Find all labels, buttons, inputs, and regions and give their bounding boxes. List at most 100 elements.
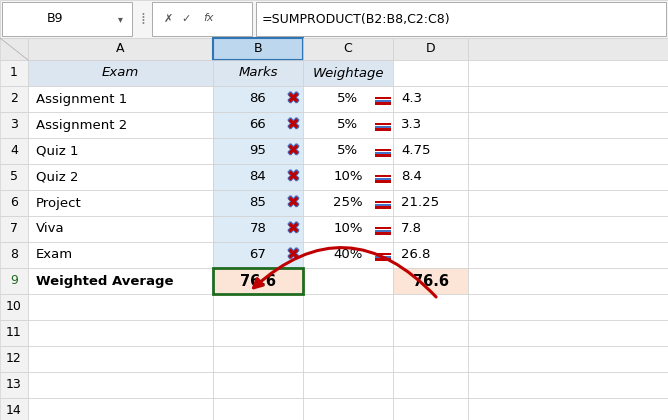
Bar [393, 320, 468, 346]
Text: Assignment 2: Assignment 2 [36, 118, 127, 131]
Text: B: B [254, 42, 263, 55]
Bar [468, 294, 668, 320]
Bar [375, 175, 391, 177]
Bar [28, 372, 213, 398]
Text: 10%: 10% [333, 223, 363, 236]
Bar [213, 398, 303, 420]
Bar [303, 372, 393, 398]
Bar [468, 38, 668, 60]
Bar [0, 60, 28, 86]
Bar [393, 398, 468, 420]
Text: ✖: ✖ [287, 246, 301, 263]
Text: Viva: Viva [36, 223, 65, 236]
Bar [393, 164, 468, 190]
Bar [468, 60, 668, 86]
Text: 3: 3 [10, 118, 18, 131]
Text: 4.3: 4.3 [401, 92, 422, 105]
Bar [303, 320, 393, 346]
Bar [0, 138, 28, 164]
Bar [303, 294, 393, 320]
Bar [468, 138, 668, 164]
Bar [468, 372, 668, 398]
Text: ✖: ✖ [287, 220, 301, 239]
Text: =SUMPRODUCT(B2:B8,C2:C8): =SUMPRODUCT(B2:B8,C2:C8) [262, 13, 451, 26]
Text: 1: 1 [10, 66, 18, 79]
Bar [0, 86, 28, 112]
Bar [303, 138, 393, 164]
Text: ✖: ✖ [287, 90, 301, 108]
Bar [0, 372, 28, 398]
Bar [0, 38, 28, 60]
Bar [375, 100, 391, 102]
Text: 12: 12 [6, 352, 22, 365]
Bar [303, 242, 393, 268]
Text: 84: 84 [250, 171, 267, 184]
Bar [28, 60, 213, 86]
Bar [213, 268, 303, 294]
Text: ✖: ✖ [287, 195, 299, 210]
Text: ✖: ✖ [285, 89, 299, 108]
Bar [393, 346, 468, 372]
Bar [213, 346, 303, 372]
Text: ✓: ✓ [181, 14, 190, 24]
Bar [393, 294, 468, 320]
Bar [303, 268, 393, 294]
Text: ✖: ✖ [287, 92, 299, 107]
Text: 76.6: 76.6 [413, 273, 448, 289]
Text: Quiz 1: Quiz 1 [36, 144, 79, 158]
Text: 3.3: 3.3 [401, 118, 422, 131]
Bar [28, 398, 213, 420]
Text: C: C [343, 42, 353, 55]
Bar [375, 180, 391, 183]
Text: ✖: ✖ [285, 116, 299, 134]
Bar [375, 128, 391, 131]
Text: ✖: ✖ [285, 142, 299, 160]
Bar [375, 204, 391, 206]
Text: D: D [426, 42, 436, 55]
Text: ✖: ✖ [287, 142, 301, 160]
Bar [28, 112, 213, 138]
Text: 4.75: 4.75 [401, 144, 430, 158]
Bar [303, 164, 393, 190]
Text: ✖: ✖ [287, 247, 299, 262]
Text: ✖: ✖ [287, 220, 301, 237]
Bar [468, 112, 668, 138]
Text: ✖: ✖ [287, 194, 301, 213]
Bar [375, 255, 391, 258]
Text: 11: 11 [6, 326, 22, 339]
Bar [28, 138, 213, 164]
Bar [213, 60, 303, 86]
Bar [28, 346, 213, 372]
Text: ✖: ✖ [287, 168, 301, 186]
Bar [468, 242, 668, 268]
Bar [303, 398, 393, 420]
Text: 67: 67 [250, 249, 267, 262]
Text: Marks: Marks [238, 66, 278, 79]
Text: 5%: 5% [337, 118, 359, 131]
Text: 7: 7 [10, 223, 18, 236]
Text: Project: Project [36, 197, 81, 210]
Text: 13: 13 [6, 378, 22, 391]
Bar [375, 201, 391, 203]
Text: Assignment 1: Assignment 1 [36, 92, 127, 105]
Text: ✖: ✖ [285, 168, 299, 186]
Bar [28, 38, 213, 60]
Bar [375, 258, 391, 260]
Bar [213, 372, 303, 398]
Text: ✖: ✖ [287, 116, 301, 134]
Text: ✖: ✖ [285, 90, 299, 108]
Bar [0, 268, 28, 294]
Text: 8.4: 8.4 [401, 171, 422, 184]
Text: ✖: ✖ [287, 144, 299, 158]
Bar [393, 60, 468, 86]
Text: ✖: ✖ [285, 194, 299, 213]
Text: Exam: Exam [36, 249, 73, 262]
Bar [213, 138, 303, 164]
Text: ✖: ✖ [285, 246, 299, 263]
Text: ✗: ✗ [163, 14, 173, 24]
Bar [303, 112, 393, 138]
Bar [393, 38, 468, 60]
Bar [28, 164, 213, 190]
Bar [152, 2, 252, 36]
Bar [375, 227, 391, 229]
